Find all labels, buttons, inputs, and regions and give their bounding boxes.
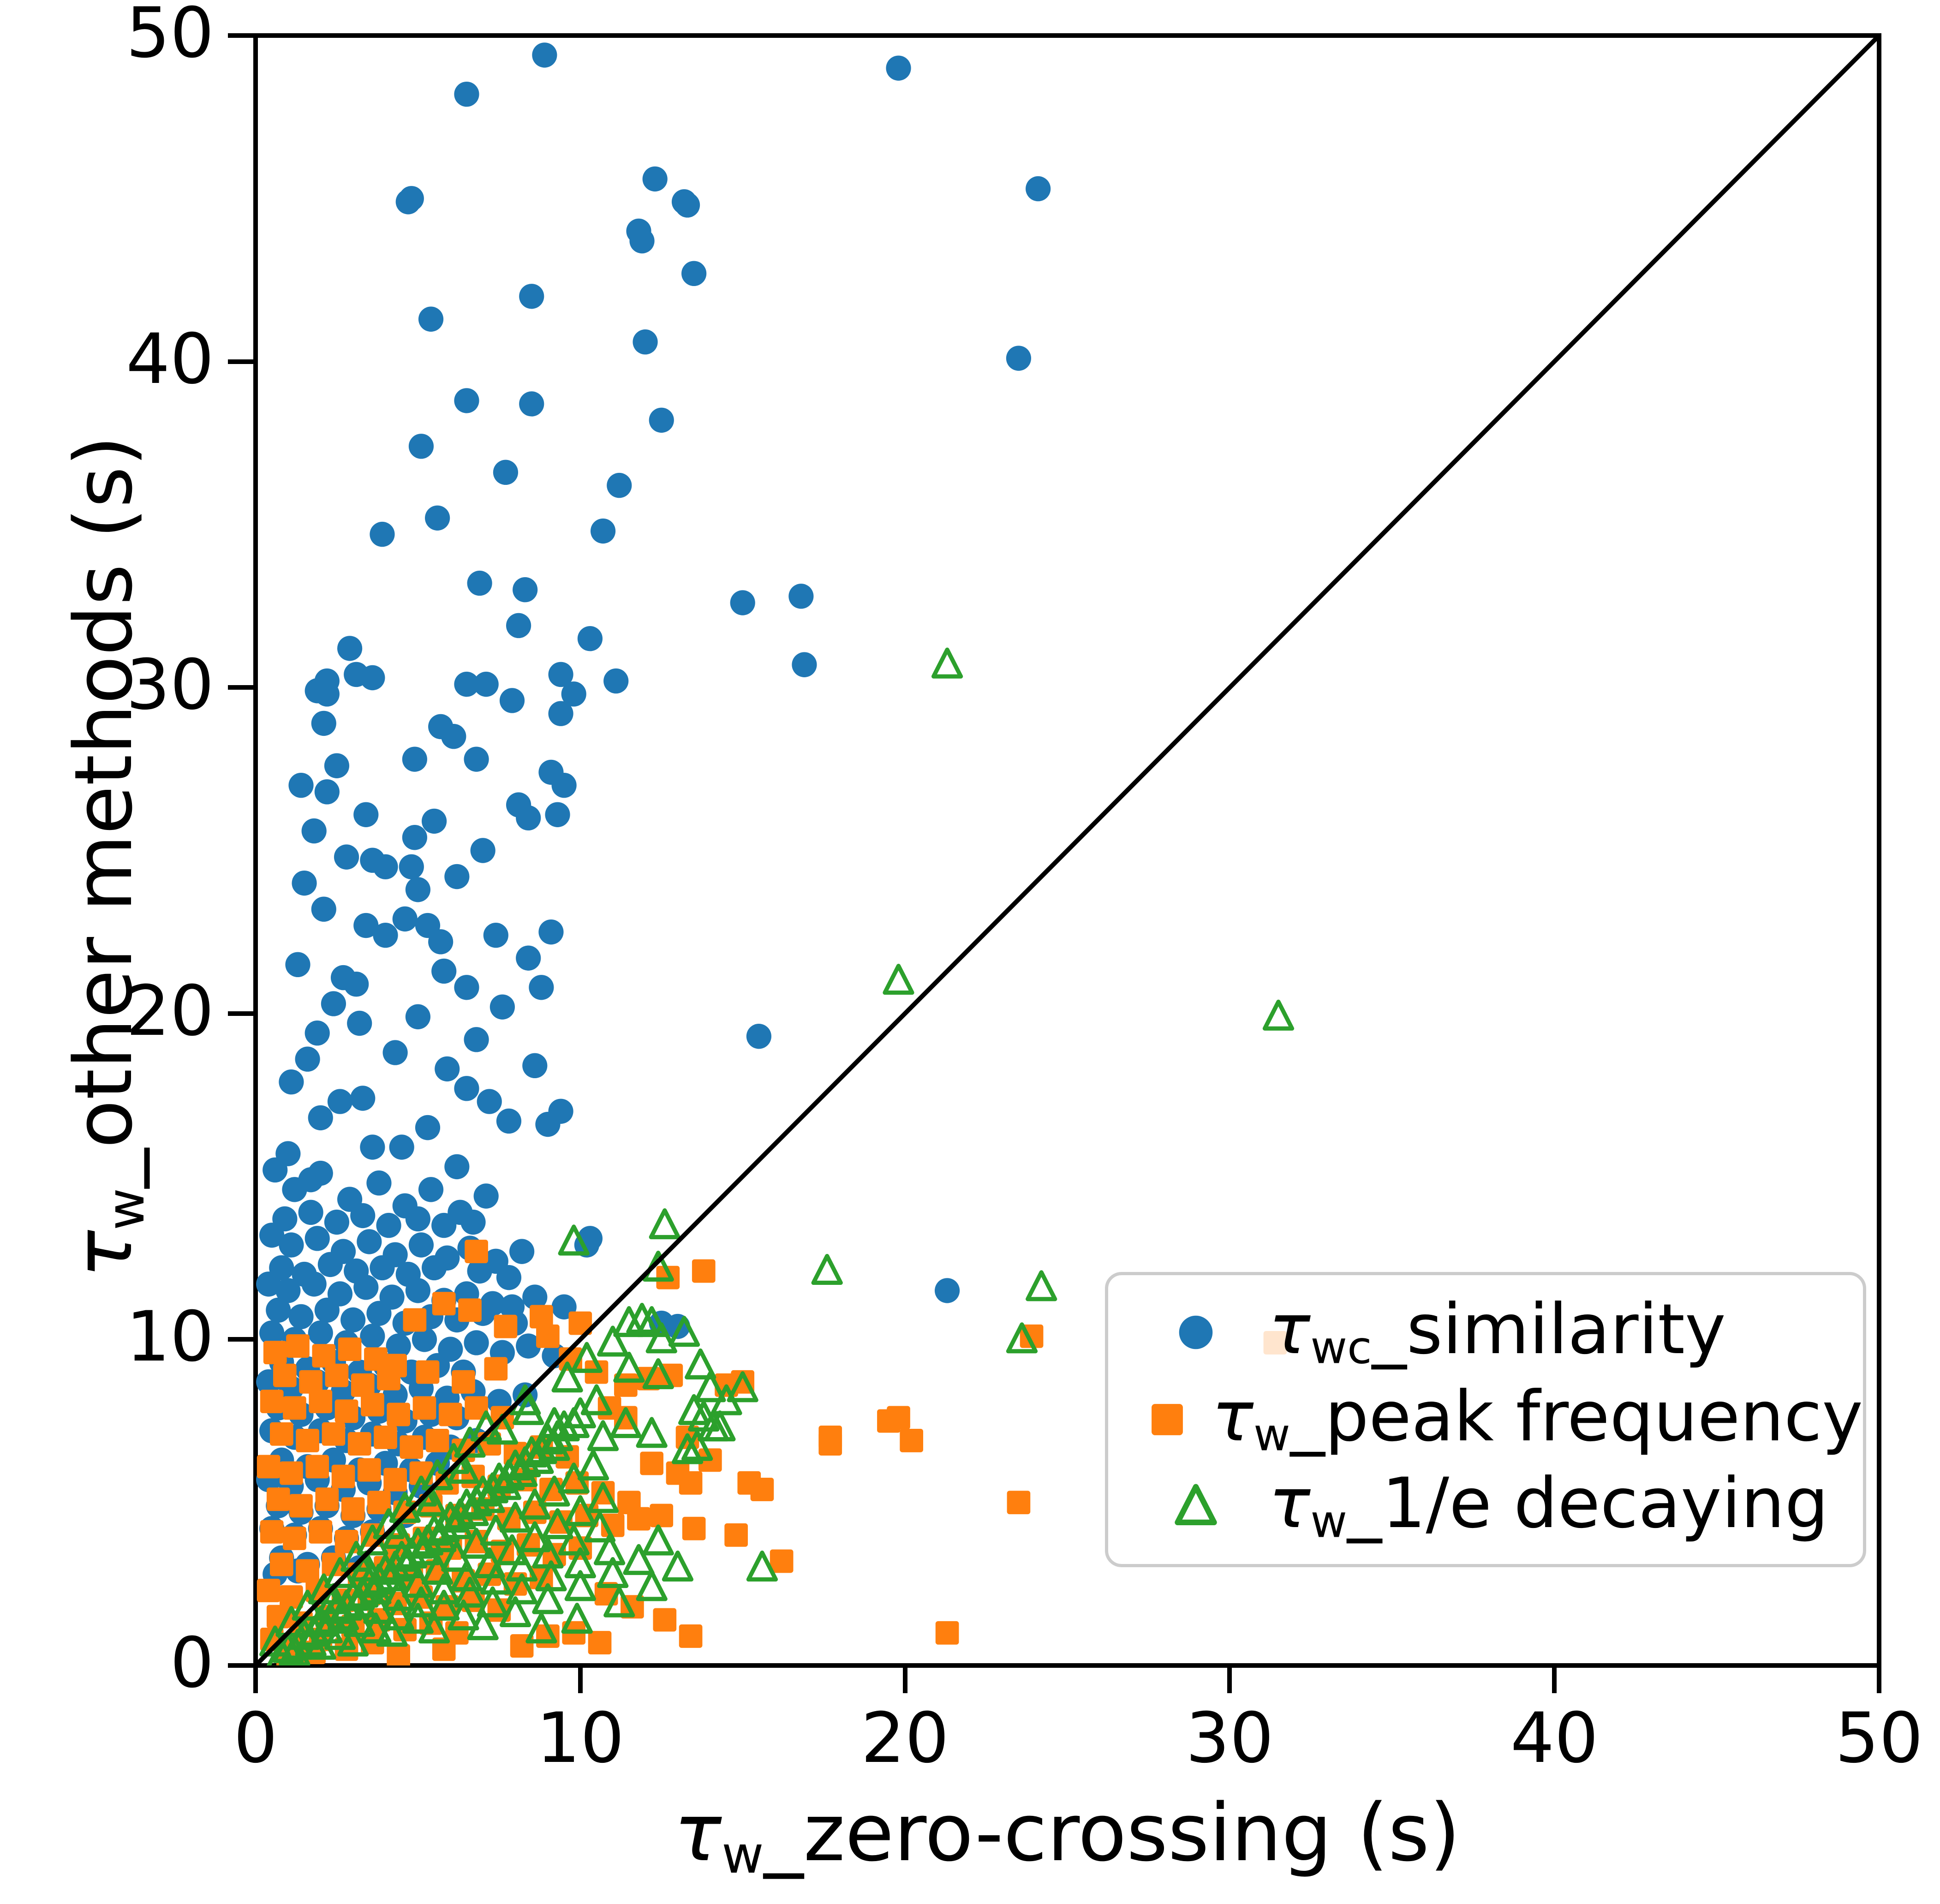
legend-entry-1e-decaying: τw_1/e decaying — [1136, 1469, 1863, 1544]
y-tick-label: 50 — [126, 0, 214, 73]
x-tick-mark — [1877, 1668, 1881, 1693]
x-tick-label: 50 — [1835, 1698, 1923, 1779]
y-tick-mark — [228, 33, 256, 38]
x-axis-label: τw_zero-crossing (s) — [674, 1786, 1461, 1886]
x-tick-mark — [902, 1668, 907, 1693]
identity-line — [256, 36, 1879, 1665]
x-tick-mark — [1227, 1668, 1232, 1693]
y-tick-mark — [228, 685, 256, 690]
series--w-1-e-decaying — [259, 647, 1295, 1665]
x-tick-label: 10 — [536, 1698, 625, 1779]
triangle-open-glyph — [1175, 1484, 1217, 1525]
y-tick-mark — [228, 1337, 256, 1342]
y-tick-mark — [228, 1663, 256, 1668]
x-tick-label: 40 — [1510, 1698, 1599, 1779]
y-tick-mark — [228, 359, 256, 364]
x-tick-mark — [1552, 1668, 1557, 1693]
square-marker-icon — [1136, 1390, 1199, 1450]
x-tick-mark — [253, 1668, 258, 1693]
legend-label: τwc_similarity — [1269, 1289, 1726, 1374]
circle-marker-icon — [1136, 1302, 1256, 1362]
legend-entry-similarity: τwc_similarity — [1136, 1295, 1863, 1370]
circle-glyph — [1179, 1316, 1213, 1349]
x-tick-mark — [578, 1668, 583, 1693]
scatter-plot — [256, 36, 1879, 1665]
triangle-marker-icon — [1136, 1477, 1256, 1537]
x-tick-label: 0 — [233, 1698, 278, 1779]
square-glyph — [1152, 1404, 1183, 1435]
y-axis-label: τw_other methods (s) — [57, 435, 156, 1278]
x-tick-label: 20 — [861, 1698, 949, 1779]
y-tick-label: 30 — [126, 645, 214, 726]
y-tick-label: 10 — [126, 1297, 214, 1378]
legend-entry-peak-frequency: τw_peak frequency — [1136, 1382, 1863, 1457]
legend: τwc_similarity τw_peak frequency τw_1/e … — [1105, 1272, 1866, 1567]
y-tick-label: 20 — [126, 971, 214, 1051]
legend-label: τw_1/e decaying — [1269, 1463, 1829, 1548]
y-tick-label: 40 — [126, 319, 214, 400]
y-tick-mark — [228, 1011, 256, 1016]
x-tick-label: 30 — [1185, 1698, 1274, 1779]
legend-label: τw_peak frequency — [1212, 1376, 1863, 1461]
y-tick-label: 0 — [170, 1623, 214, 1703]
